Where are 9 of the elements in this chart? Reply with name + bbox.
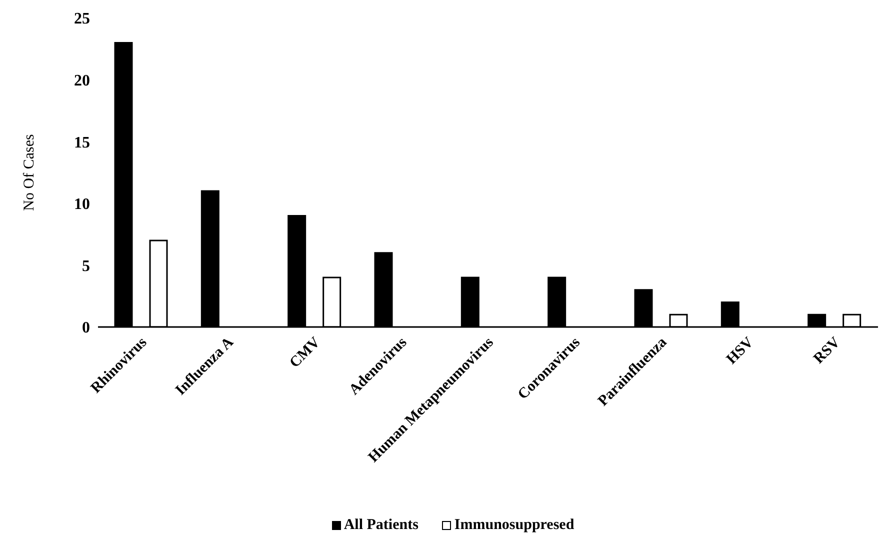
y-tick-label: 20 (74, 72, 90, 90)
y-tick-label: 15 (74, 134, 90, 152)
y-tick-label: 10 (74, 196, 90, 214)
y-tick-label: 0 (82, 320, 90, 337)
y-axis-title: No Of Cases (21, 134, 38, 211)
y-tick-label: 5 (82, 258, 90, 275)
legend-label: All Patients (342, 517, 418, 534)
legend-label: Immunosuppresed (453, 517, 574, 534)
y-tick-label: 25 (74, 10, 90, 28)
